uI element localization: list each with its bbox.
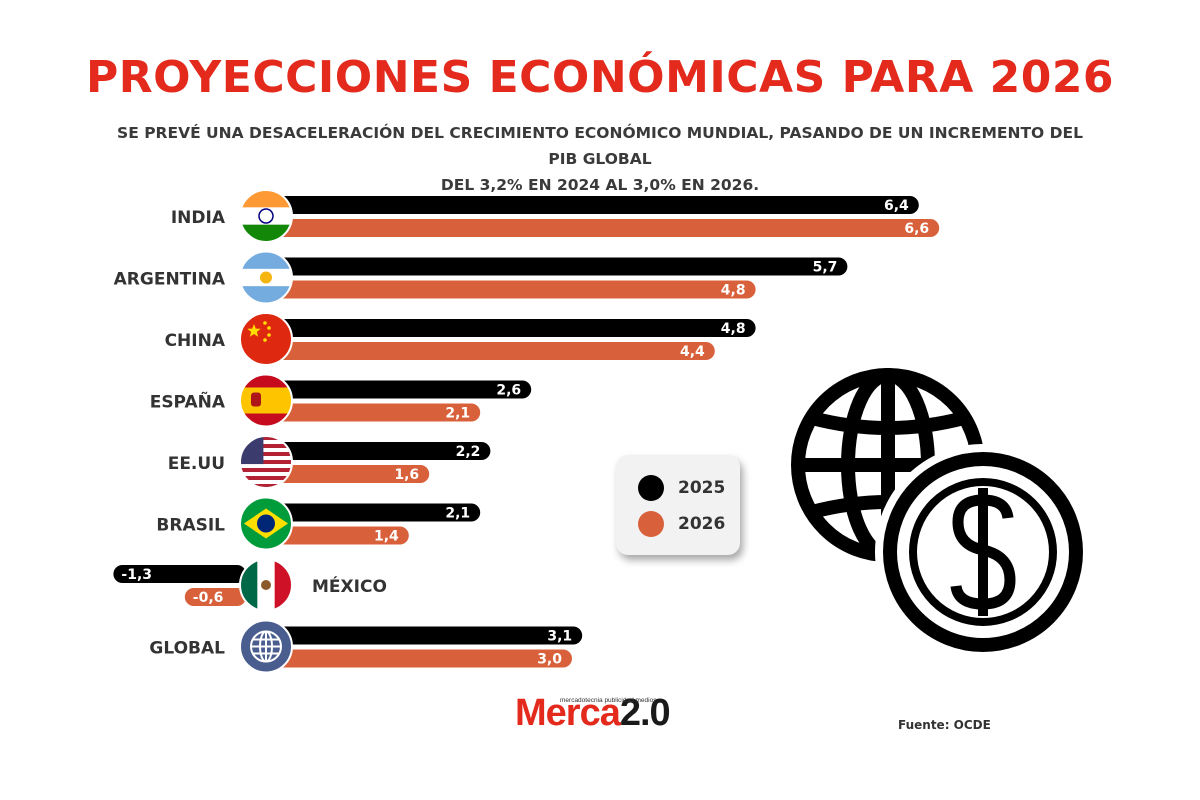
bar-2026-global: [266, 649, 572, 668]
source-note: Fuente: OCDE: [898, 718, 991, 732]
value-label-2025-global: 3,1: [547, 629, 572, 645]
category-label-china: CHINA: [165, 331, 226, 351]
bar-2026-argentina: [266, 280, 756, 299]
legend-label-2025: 2025: [678, 478, 726, 498]
value-label-2026-españa: 2,1: [445, 406, 470, 422]
brand-tagline: mercadotecnia publicidad medios: [560, 697, 657, 704]
usa-flag-icon: [239, 435, 293, 489]
subtitle-line-1: SE PREVÉ UNA DESACELERACIÓN DEL CRECIMIE…: [117, 124, 1083, 168]
value-label-2025-china: 4,8: [721, 321, 746, 337]
bar-2025-argentina: [266, 257, 848, 276]
category-label-argentina: ARGENTINA: [114, 270, 226, 290]
mexico-flag-icon: [239, 558, 293, 612]
legend-label-2026: 2026: [678, 514, 726, 534]
bar-2025-global: [266, 626, 583, 645]
india-flag-icon: [239, 189, 293, 243]
value-label-2025-india: 6,4: [884, 198, 909, 214]
value-label-2026-méxico: -0,6: [193, 590, 224, 606]
bar-2025-ee.uu: [266, 442, 491, 460]
china-flag-icon: [239, 312, 293, 366]
brazil-flag-icon: [239, 496, 293, 551]
legend: 2025 2026: [616, 455, 740, 555]
brand-number: 2.0: [619, 692, 671, 734]
category-label-india: INDIA: [171, 208, 226, 228]
spain-flag-icon: [239, 373, 293, 428]
legend-item-2025: 2025: [638, 475, 725, 501]
value-label-2026-china: 4,4: [680, 344, 705, 360]
category-label-brasil: BRASIL: [156, 516, 225, 536]
value-label-2026-global: 3,0: [537, 652, 562, 668]
value-label-2025-españa: 2,6: [496, 383, 521, 399]
legend-swatch-2025: [638, 475, 664, 501]
argentina-flag-icon: [239, 250, 293, 305]
bar-2026-españa: [266, 403, 481, 422]
bar-2026-india: [266, 219, 940, 237]
value-label-2025-ee.uu: 2,2: [456, 444, 481, 460]
bar-2026-ee.uu: [266, 465, 430, 483]
category-label-ee.uu: EE.UU: [168, 454, 225, 474]
bar-2025-méxico: [113, 565, 247, 583]
page-title: PROYECCIONES ECONÓMICAS PARA 2026: [85, 52, 1115, 103]
bar-2025-brasil: [266, 503, 481, 522]
bar-2026-china: [266, 342, 715, 360]
value-label-2026-brasil: 1,4: [374, 529, 399, 545]
globe-icon: [239, 619, 293, 674]
globe-dollar-icon: [791, 368, 1091, 660]
brand-logo: Merca2.0: [515, 692, 671, 735]
subtitle-line-2: DEL 3,2% EN 2024 AL 3,0% EN 2026.: [440, 176, 760, 194]
bar-2026-méxico: [184, 588, 246, 606]
value-label-2026-ee.uu: 1,6: [394, 467, 419, 483]
subtitle: SE PREVÉ UNA DESACELERACIÓN DEL CRECIMIE…: [100, 120, 1100, 198]
bar-2025-china: [266, 319, 756, 337]
value-label-2025-méxico: -1,3: [121, 567, 152, 583]
legend-swatch-2026: [638, 511, 664, 537]
legend-item-2026: 2026: [638, 511, 725, 537]
value-label-2025-brasil: 2,1: [445, 506, 470, 522]
value-label-2025-argentina: 5,7: [813, 260, 838, 276]
category-label-méxico: MÉXICO: [312, 575, 387, 597]
bar-2025-india: [266, 196, 919, 214]
category-label-españa: ESPAÑA: [150, 390, 226, 413]
value-label-2026-india: 6,6: [904, 221, 929, 237]
bar-2025-españa: [266, 380, 532, 399]
brand-name: Merca: [515, 692, 621, 734]
category-label-global: GLOBAL: [149, 639, 225, 659]
value-label-2026-argentina: 4,8: [721, 283, 746, 299]
bar-2026-brasil: [266, 526, 409, 545]
